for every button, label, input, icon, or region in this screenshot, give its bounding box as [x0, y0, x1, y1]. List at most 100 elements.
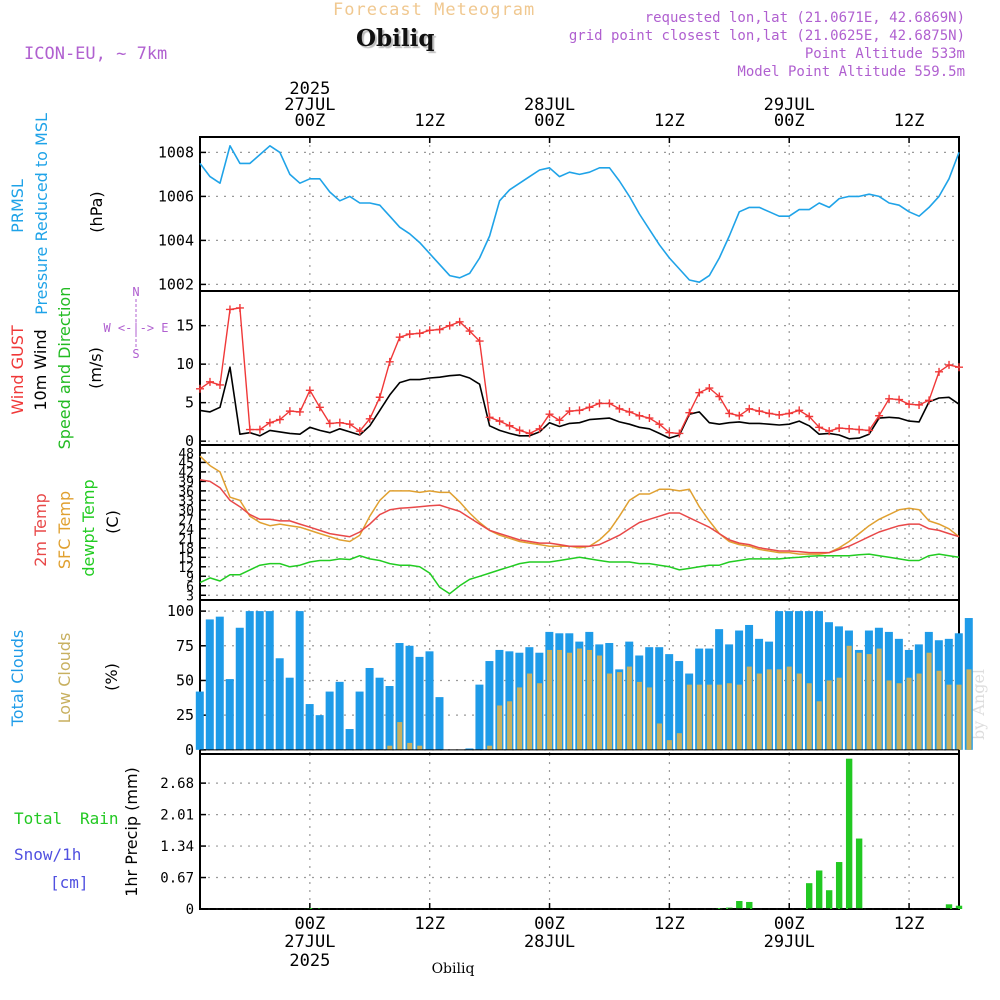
total-cloud-bar [425, 651, 434, 750]
low-cloud-bar [786, 666, 792, 750]
total-cloud-bar [245, 611, 254, 750]
total-cloud-bar [814, 611, 823, 750]
total-cloud-bar [365, 667, 374, 750]
gust-marker [355, 427, 364, 436]
precip-bar [736, 901, 743, 909]
total-cloud-bar [205, 619, 214, 750]
gust-marker [675, 429, 684, 438]
low-cloud-bar [796, 673, 802, 750]
precip-bar [945, 904, 953, 909]
low-cloud-bar [387, 745, 393, 750]
gust-marker [545, 410, 554, 419]
gust-marker [735, 411, 744, 420]
gust-marker [465, 327, 474, 336]
temp-unit: (C) [103, 510, 122, 534]
gust-marker [405, 330, 414, 339]
y-tick-label: 18 [178, 542, 194, 557]
precip-bar [955, 905, 963, 909]
model-altitude: Model Point Altitude 559.5m [737, 64, 965, 80]
total-cloud-bar [415, 656, 424, 750]
y-tick-label: 0 [186, 902, 194, 918]
date-label: 27JUL [284, 95, 335, 115]
low-cloud-bar [417, 745, 423, 750]
y-tick-label: 48 [178, 447, 194, 462]
gust-marker [385, 357, 394, 366]
low-cloud-bar [487, 745, 493, 750]
gust-marker [625, 407, 634, 416]
time-tick-label: 12Z [894, 111, 925, 131]
gust-marker [665, 428, 674, 437]
year-label: 2025 [289, 79, 330, 99]
total-cloud-bar [435, 697, 444, 750]
rain-label: Rain [80, 809, 119, 828]
total-cloud-bar [805, 611, 813, 750]
gust-marker [905, 400, 914, 409]
low-clouds-label: Low Clouds [55, 633, 74, 724]
gust-marker [435, 325, 444, 334]
gust-marker [315, 403, 324, 412]
time-tick-label: 00Z [294, 111, 325, 131]
y-tick-label: 50 [176, 671, 194, 689]
date-label: 29JUL [764, 95, 815, 115]
wind-unit: (m/s) [86, 347, 105, 389]
gust-marker [325, 419, 334, 428]
compass-north: N [132, 285, 139, 299]
gust-marker [815, 423, 824, 432]
low-cloud-bar [966, 669, 972, 750]
gust-marker [285, 407, 294, 416]
low-cloud-bar [766, 669, 772, 750]
precip-bar [845, 758, 853, 909]
y-tick-label: 10 [176, 355, 194, 373]
gust-marker [645, 414, 654, 423]
y-tick-label: 33 [178, 494, 194, 509]
low-cloud-bar [736, 684, 742, 750]
gust-marker [835, 424, 844, 433]
low-cloud-bar [816, 701, 822, 750]
total-cloud-bar [475, 684, 484, 750]
model-name: ICON-EU, ~ 7km [24, 44, 168, 64]
gust-marker [575, 406, 584, 415]
gust-marker [515, 426, 524, 435]
low-cloud-bar [397, 722, 403, 750]
low-cloud-bar [876, 648, 882, 750]
y-tick-label: 24 [178, 523, 194, 538]
gust-marker [655, 420, 664, 429]
time-tick-label: 00Z [774, 111, 805, 131]
pressure-panel-frame [199, 136, 960, 292]
low-cloud-bar [776, 669, 782, 750]
gust-marker [805, 412, 814, 421]
sfc-temp-line [199, 455, 960, 555]
gust-marker [205, 377, 214, 386]
gust-marker [495, 417, 504, 426]
gust-marker [475, 337, 484, 346]
gust-marker [875, 411, 884, 420]
y-tick-label: 25 [176, 706, 194, 724]
gust-marker [535, 424, 544, 433]
total-cloud-bar [255, 611, 264, 750]
gust-marker [215, 380, 224, 389]
snow-label: Snow/1h [14, 845, 81, 864]
low-cloud-bar [746, 666, 752, 750]
year-label: 2025 [289, 951, 330, 971]
y-tick-label: 6 [186, 580, 194, 595]
gust-line [199, 307, 960, 435]
gust-marker [855, 425, 864, 434]
low-cloud-bar [756, 673, 762, 750]
gust-marker [395, 333, 404, 342]
low-cloud-bar [407, 742, 413, 750]
total-cloud-bar [385, 686, 394, 750]
gust-marker [915, 400, 924, 409]
time-tick-label: 12Z [414, 914, 445, 934]
gust-marker [245, 425, 254, 434]
compass-south: S [132, 347, 139, 361]
y-tick-label: 36 [178, 485, 194, 500]
low-cloud-bar [846, 645, 852, 750]
y-tick-label: 9 [186, 570, 194, 585]
precip-bar [825, 890, 833, 909]
gust-marker [505, 421, 514, 430]
y-tick-label: 5 [185, 394, 194, 412]
grid-point-coords: grid point closest lon,lat (21.0625E, 42… [568, 28, 965, 44]
total-cloud-bar [335, 681, 344, 750]
total-cloud-bar [345, 729, 354, 750]
gust-marker [885, 394, 894, 403]
